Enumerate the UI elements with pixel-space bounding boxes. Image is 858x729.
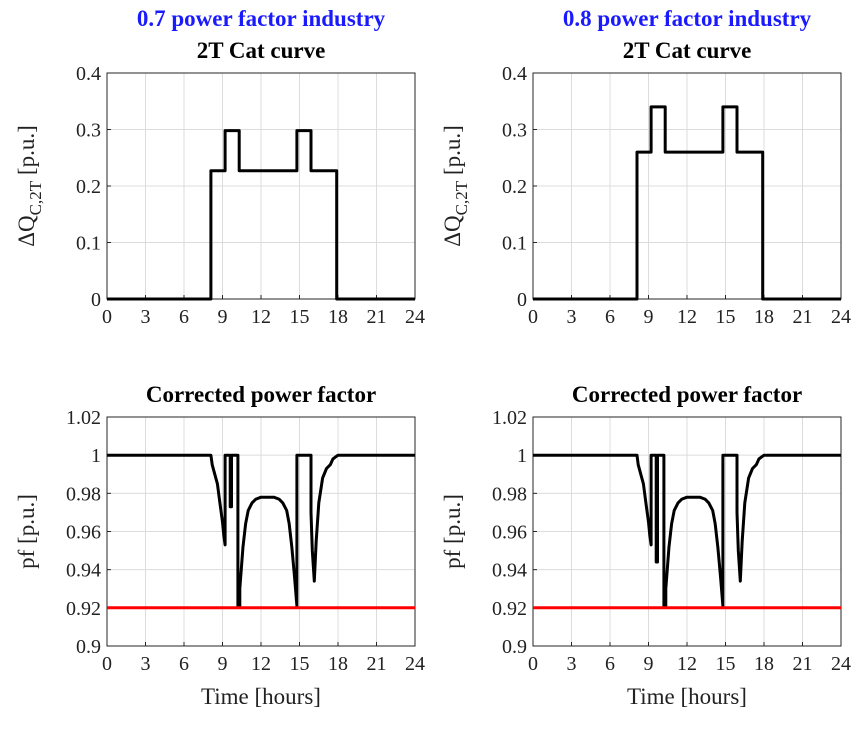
chart-suptitle: 0.7 power factor industry [137, 6, 386, 31]
chart-title: Corrected power factor [146, 382, 376, 407]
x-tick-label: 12 [677, 306, 697, 328]
x-tick-label: 18 [754, 306, 774, 328]
x-tick-label: 9 [644, 653, 654, 675]
x-tick-label: 6 [605, 306, 615, 328]
x-tick-label: 6 [179, 653, 189, 675]
y-tick-label: 1 [517, 445, 527, 467]
x-tick-label: 12 [677, 653, 697, 675]
chart-panel-3: Corrected power factor 0 3 6 9 12 15 18 21 24 0.9 0… [14, 382, 425, 709]
series-line-1 [533, 105, 841, 301]
x-tick-label: 24 [405, 653, 425, 675]
chart-panel-1: 0.7 power factor industry 2T Cat curve 0 3 6… [14, 6, 425, 328]
chart-title: 2T Cat curve [197, 38, 326, 63]
y-tick-label: 0 [517, 289, 527, 311]
x-tick-label: 6 [179, 306, 189, 328]
y-axis-label-unit: [p.u.] [14, 125, 39, 181]
x-tick-label: 18 [328, 653, 348, 675]
y-axis-label: ΔQC,2T [p.u.] [440, 125, 471, 246]
y-tick-label: 0.9 [76, 636, 101, 658]
y-axis-label-unit: [p.u.] [440, 125, 465, 181]
y-tick-label: 0 [91, 289, 101, 311]
x-tick-label: 9 [218, 653, 228, 675]
series-line-1 [107, 453, 415, 608]
x-tick-label: 3 [567, 306, 577, 328]
x-tick-label: 21 [793, 653, 813, 675]
x-tick-label: 21 [793, 306, 813, 328]
x-axis-label: Time [hours] [201, 684, 321, 709]
y-axis-label: pf [p.u.] [440, 494, 465, 569]
x-tick-label: 12 [251, 653, 271, 675]
x-tick-label: 0 [102, 306, 112, 328]
x-tick-label: 12 [251, 306, 271, 328]
x-tick-label: 18 [328, 306, 348, 328]
y-tick-label: 0.3 [76, 120, 101, 142]
chart-title: Corrected power factor [572, 382, 802, 407]
y-axis-label-main: pf [p.u.] [440, 494, 465, 569]
y-axis-label-main: ΔQ [440, 215, 465, 247]
y-tick-label: 0.94 [66, 560, 101, 582]
y-tick-label: 0.1 [76, 233, 101, 255]
x-tick-label: 0 [102, 653, 112, 675]
x-tick-label: 0 [528, 306, 538, 328]
y-tick-label: 0.92 [66, 598, 101, 620]
y-tick-label: 0.98 [66, 483, 101, 505]
y-tick-label: 0.2 [76, 176, 101, 198]
x-tick-label: 9 [218, 306, 228, 328]
x-tick-label: 3 [567, 653, 577, 675]
x-tick-label: 15 [716, 653, 736, 675]
x-tick-label: 21 [367, 306, 387, 328]
x-tick-label: 24 [831, 306, 851, 328]
y-axis-label-main: pf [p.u.] [14, 494, 39, 569]
y-tick-label: 0.98 [492, 483, 527, 505]
x-tick-label: 18 [754, 653, 774, 675]
x-axis-label: Time [hours] [627, 684, 747, 709]
y-tick-label: 1.02 [492, 407, 527, 429]
y-axis-label-main: ΔQ [14, 215, 39, 247]
x-tick-label: 3 [141, 653, 151, 675]
series-line-1 [107, 129, 415, 301]
y-tick-label: 0.1 [502, 233, 527, 255]
y-tick-label: 0.4 [76, 63, 101, 85]
x-tick-label: 3 [141, 306, 151, 328]
x-tick-label: 15 [716, 306, 736, 328]
chart-suptitle: 0.8 power factor industry [563, 6, 812, 31]
chart-title: 2T Cat curve [623, 38, 752, 63]
y-tick-label: 0.9 [502, 636, 527, 658]
y-axis-label: pf [p.u.] [14, 494, 39, 569]
y-tick-label: 1.02 [66, 407, 101, 429]
y-axis-label-subscript: C,2T [26, 180, 45, 215]
chart-panel-4: Corrected power factor 0 3 6 9 12 15 18 21 24 0.9 0… [440, 382, 851, 709]
x-tick-label: 24 [405, 306, 425, 328]
x-tick-label: 24 [831, 653, 851, 675]
y-axis-label-subscript: C,2T [452, 180, 471, 215]
x-tick-label: 15 [290, 306, 310, 328]
x-tick-label: 6 [605, 653, 615, 675]
y-axis-label: ΔQC,2T [p.u.] [14, 125, 45, 246]
y-tick-label: 0.94 [492, 560, 527, 582]
x-tick-label: 21 [367, 653, 387, 675]
y-tick-label: 0.2 [502, 176, 527, 198]
x-tick-label: 0 [528, 653, 538, 675]
series-line-1 [533, 453, 841, 608]
y-tick-label: 0.4 [502, 63, 527, 85]
x-tick-label: 9 [644, 306, 654, 328]
y-tick-label: 0.96 [66, 522, 101, 544]
x-tick-label: 15 [290, 653, 310, 675]
y-tick-label: 0.96 [492, 522, 527, 544]
chart-panel-2: 0.8 power factor industry 2T Cat curve 0 3 6… [440, 6, 851, 328]
y-tick-label: 0.92 [492, 598, 527, 620]
y-tick-label: 0.3 [502, 120, 527, 142]
y-tick-label: 1 [91, 445, 101, 467]
